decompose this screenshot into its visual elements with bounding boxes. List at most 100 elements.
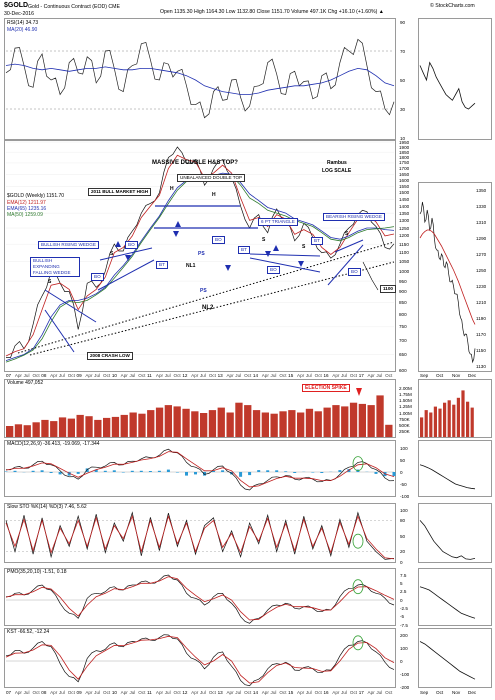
up-arrow-2 [273, 245, 279, 251]
volume-bar-28 [252, 410, 261, 438]
price-ytick-18: 1050 [399, 259, 410, 265]
head-right-label: H [212, 192, 216, 198]
pmo-ytick-4: -2.5 [400, 605, 408, 611]
pmo-ytick-5: -5 [400, 614, 405, 620]
price-xtick-25: Apr [226, 373, 234, 378]
price-xtick-7: Oct [67, 373, 75, 378]
macd-hist-bar-17 [157, 470, 161, 472]
price-xtick-1: Apr [14, 373, 22, 378]
bottom-xtick-20: 12 [182, 690, 188, 695]
macd-hist-bar-15 [139, 470, 143, 472]
ma20-label: MA(20) 46.90 [7, 27, 38, 33]
volume-bar-22 [200, 413, 208, 437]
inset-ytick-2: 1330 [476, 203, 487, 209]
inset-bottom-xtick-2: Nov [452, 690, 461, 695]
volume-bar-3 [32, 422, 40, 437]
sto-label: Slow STO %K(14) %D(3) 7.46, 5.62 [7, 504, 87, 510]
volume-bar-11 [103, 417, 111, 437]
price-xtick-17: Apr [155, 373, 164, 378]
inset-indicator-0 [419, 61, 476, 110]
macd-hist-bar-14 [130, 470, 134, 472]
macd-hist-bar-6 [58, 472, 62, 475]
sto-ytick-2: 50 [400, 533, 406, 539]
macd-hist-bar-34 [311, 472, 315, 473]
bottom-xtick-38: Jul [341, 690, 347, 695]
volume-bar-1 [14, 424, 23, 437]
macd-hist-bar-35 [320, 472, 324, 473]
price-ytick-21: 900 [399, 289, 407, 295]
macd-series-1 [5, 451, 395, 488]
inset-indicator-3 [419, 586, 476, 619]
up-arrow-0 [115, 241, 121, 247]
bottom-xtick-10: Jul [94, 690, 101, 695]
volume-bar-32 [288, 410, 296, 438]
pmo-inset-pane [418, 568, 492, 626]
volume-bar-31 [279, 411, 287, 437]
price-xtick-31: Oct [279, 373, 287, 378]
macd-ytick-0: 100 [400, 445, 408, 451]
volume-bar-24 [217, 407, 225, 437]
price-ytick-26: 650 [399, 352, 407, 358]
volume-bar-29 [261, 412, 269, 437]
macd-hist-bar-29 [266, 470, 270, 472]
bear-wedge-box: BEARISH RISING WEDGE [323, 213, 385, 221]
price-ytick-4: 1750 [399, 160, 410, 166]
inset-ytick-4: 1310 [476, 219, 487, 225]
ema12-label: EMA(12) 1211.97 [7, 200, 46, 206]
volume-bar-39 [349, 402, 358, 437]
volume-bar-8 [76, 414, 84, 437]
bo-label-5: BO [348, 268, 361, 276]
election-label: ELECTION SPIKE [302, 384, 350, 392]
election-arrow [356, 388, 362, 396]
price-ytick-20: 950 [399, 278, 407, 284]
bo-label-1: BO [91, 273, 104, 281]
volume-bar-37 [332, 405, 340, 437]
volume-bar-30 [270, 413, 278, 437]
bottom-xtick-22: Jul [200, 690, 206, 695]
volume-bar-12 [111, 416, 120, 437]
bottom-xtick-7: Oct [67, 690, 75, 695]
down-arrow-0 [125, 255, 131, 261]
bottom-xtick-9: Apr [85, 690, 93, 695]
inset-volume-bar-0 [420, 417, 424, 437]
price-xtick-19: Oct [173, 373, 181, 378]
volume-ytick-0: 2.00M [399, 386, 412, 391]
volume-bar-16 [147, 410, 155, 438]
kst-ytick-4: -200 [400, 684, 410, 690]
price-xtick-26: Jul [235, 373, 242, 378]
pmo-series-0 [5, 574, 395, 624]
bottom-xtick-8: 09 [76, 690, 82, 695]
macd-hist-bar-41 [374, 472, 378, 474]
inset-volume-bar-8 [456, 397, 460, 437]
price-xtick-28: 14 [252, 373, 259, 378]
volume-bar-35 [314, 411, 322, 437]
macd-hist-bar-23 [212, 471, 215, 472]
sto-inset-pane [418, 503, 492, 563]
sto-ytick-4: 0 [400, 559, 403, 565]
inset-ytick-12: 1230 [476, 283, 487, 289]
title-annotation: MASSIVE DOUBLE H&S TOP? [152, 160, 238, 166]
volume-bar-21 [191, 411, 199, 437]
macd-hist-bar-3 [31, 470, 35, 472]
nl2-label: NL2 [202, 305, 214, 311]
price-label: $GOLD (Weekly) 1151.70 [7, 193, 65, 199]
bottom-xtick-36: 16 [323, 690, 329, 695]
macd-hist-bar-37 [338, 470, 342, 472]
kst-ytick-2: 0 [400, 658, 403, 664]
price-xtick-15: Oct [138, 373, 146, 378]
price-xtick-18: Jul [164, 373, 171, 378]
volume-ytick-2: 1.50M [399, 398, 412, 404]
inset-bottom-xtick-0: Sep [420, 690, 429, 695]
bottom-xtick-35: Oct [314, 690, 322, 695]
price-ytick-15: 1200 [399, 233, 410, 239]
volume-ytick-1: 1.75M [399, 392, 412, 398]
price-xtick-0: 07 [6, 373, 12, 378]
price-ytick-25: 700 [399, 337, 407, 343]
pmo-ytick-3: 0 [400, 597, 403, 603]
symbol-label: $GOLD [4, 2, 29, 9]
price-xtick-38: Jul [341, 373, 347, 378]
down-arrow-3 [265, 251, 271, 257]
bottom-xtick-30: Jul [270, 690, 277, 695]
macd-hist-bar-0 [4, 471, 8, 472]
bo-label-3: BO [212, 236, 225, 244]
